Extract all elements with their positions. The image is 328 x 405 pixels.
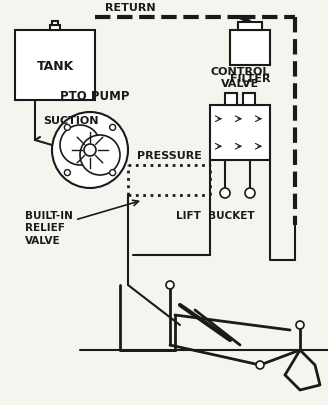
Circle shape <box>52 113 128 189</box>
Text: PRESSURE: PRESSURE <box>136 151 201 161</box>
Circle shape <box>84 145 96 157</box>
Text: FILTER: FILTER <box>230 74 270 84</box>
Bar <box>238 23 262 31</box>
Circle shape <box>245 189 255 198</box>
Circle shape <box>110 170 116 176</box>
Text: BUILT-IN
RELIEF
VALVE: BUILT-IN RELIEF VALVE <box>25 211 73 245</box>
Circle shape <box>296 321 304 329</box>
Circle shape <box>64 170 71 176</box>
Circle shape <box>256 361 264 369</box>
Circle shape <box>60 126 100 166</box>
Text: PTO PUMP: PTO PUMP <box>60 90 130 103</box>
Circle shape <box>64 125 71 131</box>
Bar <box>15 31 95 101</box>
Text: CONTROL
VALVE: CONTROL VALVE <box>210 67 270 89</box>
Bar <box>230 31 270 66</box>
Bar <box>225 94 237 106</box>
Circle shape <box>220 189 230 198</box>
Bar <box>50 26 60 31</box>
Circle shape <box>110 125 116 131</box>
Circle shape <box>80 136 120 175</box>
Bar <box>52 22 58 26</box>
Bar <box>210 106 270 161</box>
Text: RETURN: RETURN <box>105 3 155 13</box>
Text: TANK: TANK <box>36 60 73 72</box>
Circle shape <box>166 281 174 289</box>
Bar <box>243 94 255 106</box>
Text: LIFT  BUCKET: LIFT BUCKET <box>176 211 254 220</box>
Text: SUCTION: SUCTION <box>43 116 98 126</box>
